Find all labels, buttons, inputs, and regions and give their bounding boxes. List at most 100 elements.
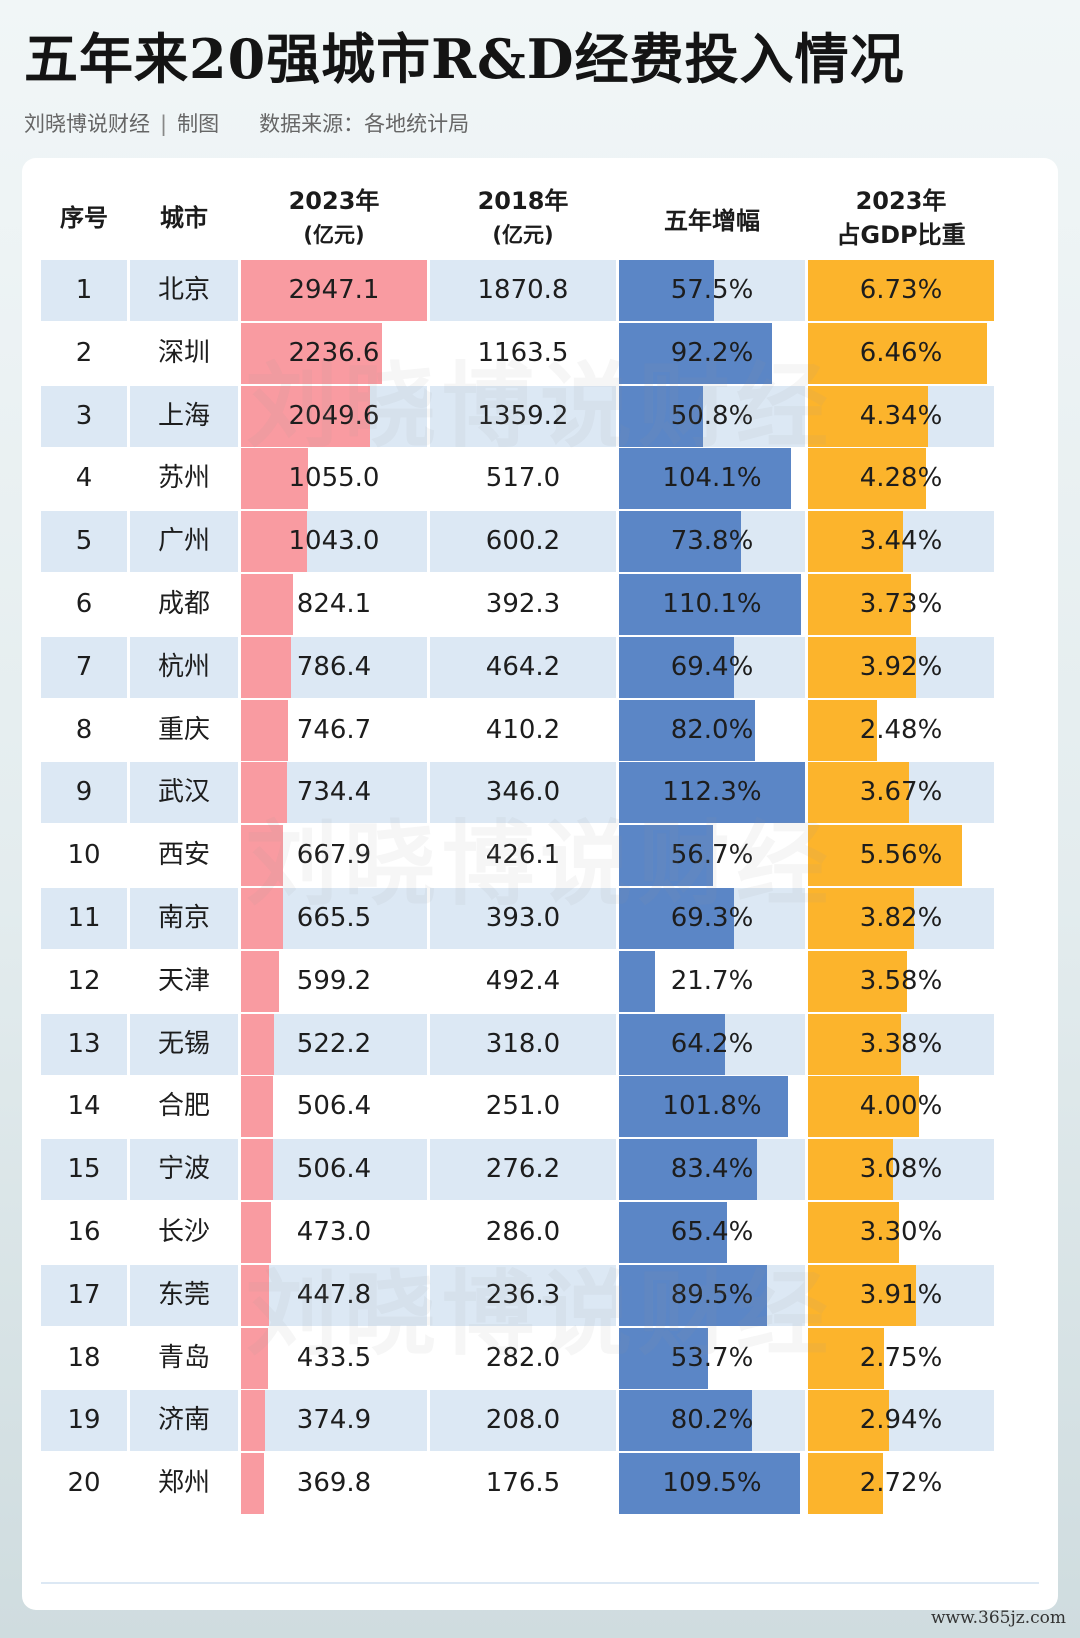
growth-value: 110.1% xyxy=(662,589,762,619)
growth-cell: 92.2% xyxy=(619,322,805,384)
rd2023-cell: 2236.6 xyxy=(241,322,427,384)
rd2018-value: 600.2 xyxy=(485,526,561,557)
city-value: 东莞 xyxy=(157,1279,210,1310)
rd2018-value: 346.0 xyxy=(485,777,561,808)
table-row: 8 重庆 746.7 410.2 82.0% 2.48% xyxy=(41,699,1039,761)
growth-bar xyxy=(619,950,655,1012)
city-value: 成都 xyxy=(157,589,210,619)
rd2023-value: 824.1 xyxy=(296,589,372,619)
table-row: 2 深圳 2236.6 1163.5 92.2% 6.46% xyxy=(41,322,1039,384)
share-cell: 2.48% xyxy=(808,699,994,761)
growth-bar xyxy=(619,762,805,824)
rd2018-value: 1359.2 xyxy=(477,400,569,431)
rd2023-cell: 447.8 xyxy=(241,1264,427,1326)
rank-cell: 15 xyxy=(41,1139,127,1201)
growth-value: 80.2% xyxy=(670,1405,754,1436)
rd2023-bar xyxy=(241,385,370,447)
rd2023-value: 599.2 xyxy=(296,965,372,996)
growth-bar xyxy=(619,1139,757,1201)
share-bar xyxy=(808,260,994,321)
rd2018-value: 176.5 xyxy=(485,1468,561,1499)
rd2023-value: 522.2 xyxy=(296,1028,372,1059)
rd2018-value: 1870.8 xyxy=(477,275,569,305)
rank-cell: 14 xyxy=(41,1076,127,1138)
share-cell: 2.75% xyxy=(808,1327,994,1389)
rank-value: 14 xyxy=(67,1091,101,1122)
share-bar xyxy=(808,762,909,824)
city-value: 合肥 xyxy=(157,1091,210,1122)
table-row: 7 杭州 786.4 464.2 69.4% 3.92% xyxy=(41,636,1039,698)
growth-value: 109.5% xyxy=(662,1468,762,1499)
rd2023-value: 1043.0 xyxy=(288,526,380,557)
share-cell: 3.92% xyxy=(808,636,994,698)
table-row: 6 成都 824.1 392.3 110.1% 3.73% xyxy=(41,574,1039,635)
table-bottom-border xyxy=(41,1582,1039,1584)
author-credit: 刘晓博说财经 xyxy=(24,112,150,136)
share-value: 4.34% xyxy=(859,400,943,431)
growth-value: 65.4% xyxy=(670,1217,754,1247)
rd2018-cell: 276.2 xyxy=(430,1139,616,1201)
rank-value: 20 xyxy=(67,1468,101,1499)
city-value: 无锡 xyxy=(157,1028,210,1059)
growth-value: 21.7% xyxy=(670,965,754,996)
share-bar xyxy=(808,1076,919,1138)
table-row: 9 武汉 734.4 346.0 112.3% 3.67% xyxy=(41,762,1039,824)
city-value: 苏州 xyxy=(157,463,210,494)
city-value: 北京 xyxy=(157,275,210,305)
share-bar xyxy=(808,1264,916,1326)
rd2023-cell: 506.4 xyxy=(241,1076,427,1138)
growth-cell: 69.4% xyxy=(619,636,805,698)
rd2023-cell: 1043.0 xyxy=(241,511,427,573)
growth-value: 92.2% xyxy=(670,337,754,368)
rd2018-value: 251.0 xyxy=(485,1091,561,1122)
share-value: 3.58% xyxy=(859,965,943,996)
city-cell: 上海 xyxy=(130,385,238,447)
rd2023-bar xyxy=(241,511,307,573)
table-row: 20 郑州 369.8 176.5 109.5% 2.72% xyxy=(41,1453,1039,1515)
share-cell: 6.73% xyxy=(808,260,994,321)
rd2018-cell: 392.3 xyxy=(430,574,616,635)
rank-value: 16 xyxy=(67,1217,101,1247)
table-row: 4 苏州 1055.0 517.0 104.1% 4.28% xyxy=(41,448,1039,510)
rd2018-value: 393.0 xyxy=(485,903,561,933)
rank-cell: 9 xyxy=(41,762,127,824)
growth-bar xyxy=(619,574,801,635)
city-cell: 苏州 xyxy=(130,448,238,510)
rd2018-value: 318.0 xyxy=(485,1028,561,1059)
city-cell: 西安 xyxy=(130,825,238,887)
header-rank: 序号 xyxy=(60,204,108,232)
rank-value: 15 xyxy=(67,1154,101,1185)
city-value: 青岛 xyxy=(157,1342,210,1373)
city-cell: 广州 xyxy=(130,511,238,573)
city-cell: 合肥 xyxy=(130,1076,238,1138)
header-share-sub: 占GDP比重 xyxy=(836,221,966,249)
rd2023-cell: 734.4 xyxy=(241,762,427,824)
credits-line: 刘晓博说财经 | 制图 数据来源：各地统计局 xyxy=(24,106,469,142)
page-title: 五年来20强城市R&D经费投入情况 xyxy=(24,27,905,91)
growth-cell: 73.8% xyxy=(619,511,805,573)
city-value: 天津 xyxy=(157,965,210,996)
growth-cell: 101.8% xyxy=(619,1076,805,1138)
share-cell: 3.44% xyxy=(808,511,994,573)
share-bar xyxy=(808,1390,889,1452)
rank-cell: 18 xyxy=(41,1327,127,1389)
growth-cell: 109.5% xyxy=(619,1453,805,1515)
growth-value: 101.8% xyxy=(662,1091,762,1122)
rd2018-cell: 393.0 xyxy=(430,888,616,949)
rank-cell: 3 xyxy=(41,385,127,447)
city-cell: 天津 xyxy=(130,950,238,1012)
growth-value: 56.7% xyxy=(670,840,754,871)
city-value: 长沙 xyxy=(157,1217,210,1247)
rd2023-value: 447.8 xyxy=(296,1279,372,1310)
growth-bar xyxy=(619,1264,767,1326)
table-row: 5 广州 1043.0 600.2 73.8% 3.44% xyxy=(41,511,1039,573)
rank-cell: 5 xyxy=(41,511,127,573)
rank-value: 10 xyxy=(67,840,101,871)
rd2023-cell: 824.1 xyxy=(241,574,427,635)
city-value: 重庆 xyxy=(157,714,210,745)
rd2023-cell: 667.9 xyxy=(241,825,427,887)
rd2023-cell: 369.8 xyxy=(241,1453,427,1515)
share-value: 3.08% xyxy=(859,1154,943,1185)
rd2018-value: 492.4 xyxy=(485,965,561,996)
rank-cell: 17 xyxy=(41,1264,127,1326)
